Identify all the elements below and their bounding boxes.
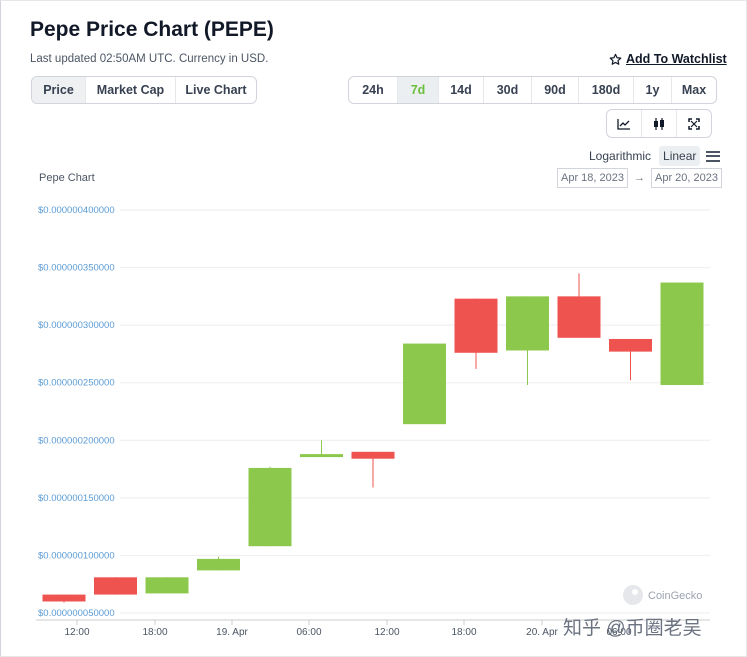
candle[interactable] bbox=[660, 282, 704, 386]
date-from-input[interactable]: Apr 18, 2023 bbox=[557, 168, 628, 188]
candle-body bbox=[454, 298, 498, 353]
candle[interactable] bbox=[197, 556, 240, 571]
add-to-watchlist-link[interactable]: Add To Watchlist bbox=[609, 52, 727, 66]
candle[interactable] bbox=[403, 343, 446, 425]
watermark: 知乎 @币圈老吴 bbox=[563, 618, 702, 639]
candle[interactable] bbox=[145, 577, 189, 594]
candle[interactable] bbox=[557, 273, 601, 338]
candle[interactable] bbox=[506, 296, 549, 386]
fullscreen-icon bbox=[688, 117, 700, 130]
scale-linear[interactable]: Linear bbox=[659, 146, 701, 166]
hamburger-menu-icon[interactable] bbox=[706, 148, 721, 164]
last-updated-text: Last updated 02:50AM UTC. Currency in US… bbox=[30, 53, 269, 65]
x-tick-label: 18:00 bbox=[142, 627, 167, 638]
chart-tools bbox=[606, 109, 712, 138]
range-180d[interactable]: 180d bbox=[579, 77, 634, 103]
tab-market-cap[interactable]: Market Cap bbox=[86, 77, 176, 103]
x-tick-label: 12:00 bbox=[64, 627, 89, 638]
candle-body bbox=[403, 343, 446, 425]
x-tick-label: 18:00 bbox=[451, 627, 476, 638]
x-tick-label: 06:00 bbox=[606, 627, 631, 638]
candle-body bbox=[660, 282, 704, 386]
chart-type-tabs: Price Market Cap Live Chart bbox=[31, 76, 257, 104]
range-max[interactable]: Max bbox=[681, 83, 707, 97]
arrow-right-icon: → bbox=[634, 172, 645, 184]
y-tick-label: $0.000000200000 bbox=[38, 435, 115, 446]
candle[interactable] bbox=[300, 440, 343, 458]
x-tick-label: 20. Apr bbox=[526, 627, 558, 638]
candle-body bbox=[506, 296, 549, 351]
star-icon bbox=[609, 53, 622, 65]
candle-body bbox=[145, 577, 189, 594]
date-range: Apr 18, 2023 → Apr 20, 2023 bbox=[557, 168, 722, 188]
line-chart-button[interactable] bbox=[607, 110, 642, 137]
scale-logarithmic[interactable]: Logarithmic bbox=[589, 149, 652, 163]
line-chart-icon bbox=[617, 118, 630, 130]
candle[interactable] bbox=[94, 577, 137, 595]
range-7d[interactable]: 7d bbox=[398, 77, 439, 103]
candle[interactable] bbox=[454, 298, 498, 369]
candle-body bbox=[94, 577, 137, 595]
candlestick-button[interactable] bbox=[642, 110, 677, 137]
y-tick-label: $0.000000150000 bbox=[38, 493, 115, 504]
fullscreen-button[interactable] bbox=[677, 110, 711, 137]
page-title: Pepe Price Chart (PEPE) bbox=[30, 18, 274, 41]
x-tick-label: 19. Apr bbox=[216, 627, 248, 638]
brand-text: CoinGecko bbox=[648, 590, 702, 602]
x-tick-label: 06:00 bbox=[296, 627, 321, 638]
candle-body bbox=[42, 594, 86, 602]
candle-body bbox=[248, 467, 292, 547]
candle[interactable] bbox=[609, 338, 652, 381]
y-tick-label: $0.000000100000 bbox=[38, 550, 115, 561]
candle-body bbox=[197, 558, 240, 571]
coingecko-logo: CoinGecko bbox=[623, 585, 702, 605]
y-tick-label: $0.000000050000 bbox=[38, 608, 115, 619]
candle-body bbox=[351, 451, 395, 459]
x-tick-label: 12:00 bbox=[374, 627, 399, 638]
scale-toggle: Logarithmic Linear bbox=[585, 146, 721, 166]
range-90d[interactable]: 90d bbox=[532, 77, 579, 103]
range-24h[interactable]: 24h bbox=[349, 77, 398, 103]
range-30d[interactable]: 30d bbox=[484, 77, 532, 103]
candle-body bbox=[300, 454, 343, 458]
candle[interactable] bbox=[248, 466, 292, 547]
range-14d[interactable]: 14d bbox=[439, 77, 484, 103]
time-range-selector: 24h 7d 14d 30d 90d 180d 1y Max bbox=[348, 76, 717, 104]
tab-live-chart[interactable]: Live Chart bbox=[185, 83, 247, 97]
candlestick-icon bbox=[654, 117, 664, 130]
y-tick-label: $0.000000250000 bbox=[38, 378, 115, 389]
y-tick-label: $0.000000400000 bbox=[38, 205, 115, 216]
y-tick-label: $0.000000350000 bbox=[38, 263, 115, 274]
range-1y[interactable]: 1y bbox=[634, 77, 672, 103]
watchlist-label: Add To Watchlist bbox=[626, 52, 727, 66]
candle-body bbox=[557, 296, 601, 338]
date-to-input[interactable]: Apr 20, 2023 bbox=[651, 168, 722, 188]
candle-body bbox=[609, 338, 652, 352]
candle[interactable] bbox=[351, 451, 395, 488]
tab-price[interactable]: Price bbox=[32, 77, 86, 103]
chart-label: Pepe Chart bbox=[39, 172, 95, 184]
candle[interactable] bbox=[42, 594, 86, 603]
y-tick-label: $0.000000300000 bbox=[38, 320, 115, 331]
